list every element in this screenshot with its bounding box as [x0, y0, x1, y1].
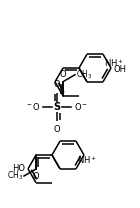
- Text: NH$^+$: NH$^+$: [104, 57, 124, 69]
- Text: O: O: [33, 172, 39, 181]
- Text: O: O: [54, 80, 60, 89]
- Text: S: S: [53, 102, 61, 112]
- Text: NH$^+$: NH$^+$: [77, 154, 97, 166]
- Text: CH$_3$: CH$_3$: [7, 170, 23, 182]
- Text: $^-$O: $^-$O: [25, 102, 41, 113]
- Text: CH$_3$: CH$_3$: [76, 68, 92, 81]
- Text: HO: HO: [12, 164, 25, 173]
- Text: O: O: [54, 125, 60, 134]
- Text: O$^-$: O$^-$: [74, 102, 88, 113]
- Text: O: O: [60, 70, 66, 79]
- Text: OH: OH: [114, 66, 127, 74]
